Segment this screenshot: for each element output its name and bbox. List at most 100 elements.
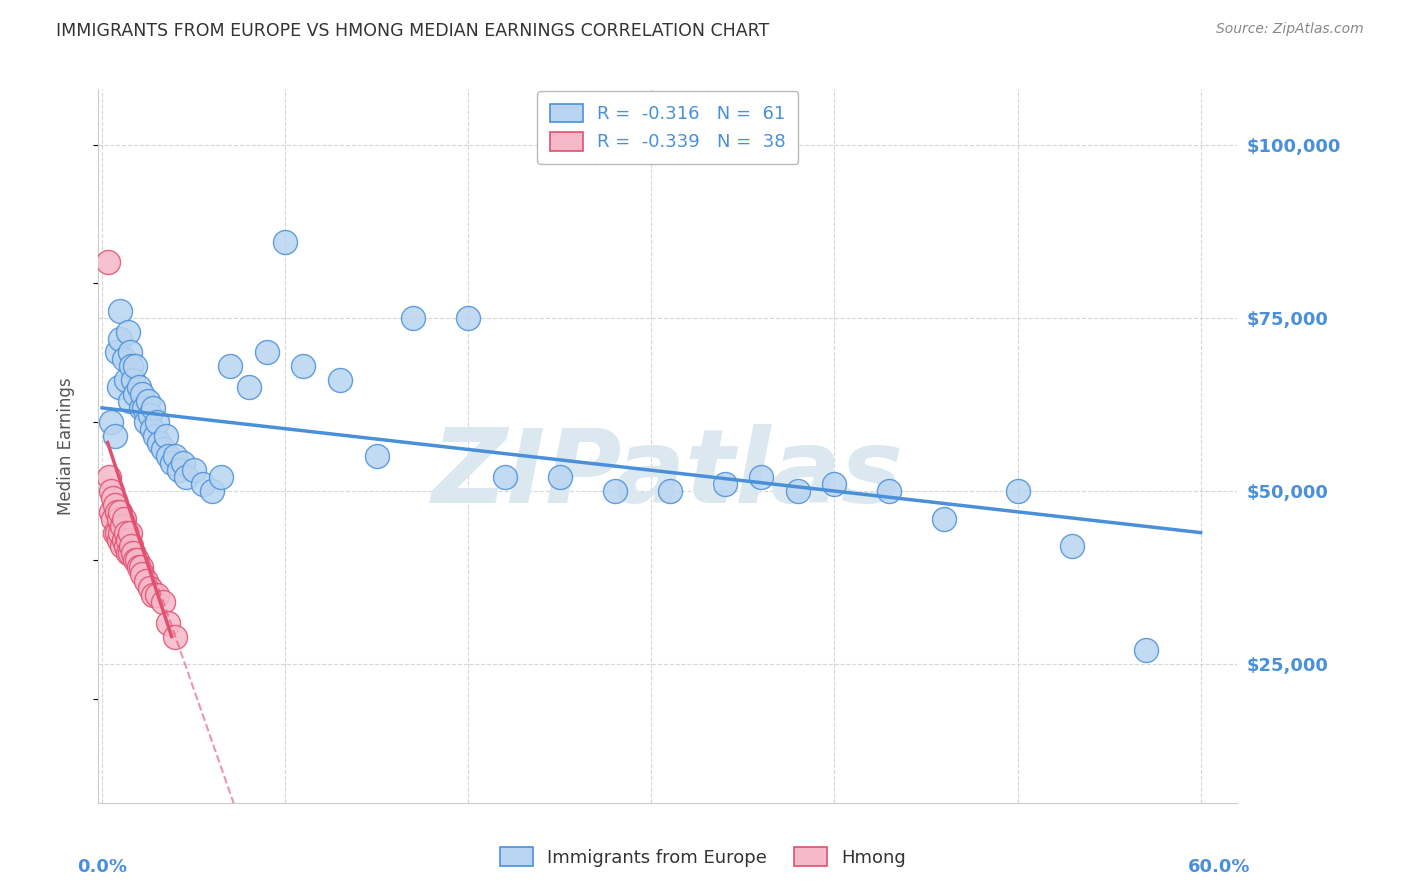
Point (112, 512, 135, 526)
Point (713, 477, 735, 491)
Point (128, 560, 150, 574)
Point (124, 553, 146, 567)
Point (120, 359, 142, 374)
Point (138, 408, 160, 422)
Point (115, 373, 138, 387)
Point (105, 525, 128, 540)
Point (934, 512, 956, 526)
Point (131, 387, 153, 401)
Point (129, 560, 152, 574)
Point (101, 512, 124, 526)
Point (111, 540, 134, 554)
Point (112, 533, 135, 547)
Point (142, 588, 165, 602)
Point (548, 470, 571, 484)
Point (146, 588, 169, 602)
Legend: R =  -0.316   N =  61, R =  -0.339   N =  38: R = -0.316 N = 61, R = -0.339 N = 38 (537, 91, 799, 164)
Point (176, 470, 198, 484)
Point (128, 380, 150, 394)
Point (110, 525, 132, 540)
Point (138, 581, 160, 595)
Text: Source: ZipAtlas.com: Source: ZipAtlas.com (1216, 22, 1364, 37)
Y-axis label: Median Earnings: Median Earnings (56, 377, 75, 515)
Point (120, 540, 142, 554)
Point (104, 498, 127, 512)
Point (97, 255, 120, 269)
Point (125, 553, 148, 567)
Point (110, 304, 132, 318)
Point (143, 428, 166, 442)
Point (603, 483, 626, 498)
Point (110, 505, 132, 519)
Point (658, 483, 681, 498)
Point (100, 415, 122, 429)
Point (107, 512, 129, 526)
Point (117, 325, 139, 339)
Point (1062, 540, 1084, 554)
Point (219, 359, 242, 374)
Point (172, 456, 194, 470)
Point (238, 380, 260, 394)
Point (167, 463, 190, 477)
Point (115, 540, 138, 554)
Point (100, 505, 122, 519)
Text: 60.0%: 60.0% (1188, 858, 1250, 876)
Point (494, 470, 516, 484)
Point (191, 477, 214, 491)
Point (141, 422, 163, 436)
Point (112, 352, 135, 367)
Point (824, 477, 846, 491)
Point (124, 359, 146, 374)
Point (100, 483, 122, 498)
Point (1135, 643, 1157, 657)
Legend: Immigrants from Europe, Hmong: Immigrants from Europe, Hmong (494, 840, 912, 874)
Point (105, 345, 128, 359)
Point (101, 491, 124, 505)
Point (129, 401, 152, 415)
Point (152, 595, 174, 609)
Point (201, 483, 224, 498)
Point (366, 450, 388, 464)
Point (183, 463, 205, 477)
Point (122, 546, 145, 560)
Point (1007, 483, 1029, 498)
Point (142, 401, 165, 415)
Point (786, 483, 808, 498)
Point (329, 373, 352, 387)
Text: IMMIGRANTS FROM EUROPE VS HMONG MEDIAN EARNINGS CORRELATION CHART: IMMIGRANTS FROM EUROPE VS HMONG MEDIAN E… (56, 22, 769, 40)
Point (156, 450, 179, 464)
Point (402, 310, 425, 325)
Point (292, 359, 315, 374)
Point (155, 428, 177, 442)
Point (879, 483, 901, 498)
Text: ZIPatlas: ZIPatlas (432, 424, 904, 525)
Point (115, 525, 138, 540)
Point (104, 428, 127, 442)
Point (148, 435, 170, 450)
Point (118, 525, 141, 540)
Point (165, 630, 187, 644)
Point (118, 394, 141, 409)
Point (134, 401, 156, 415)
Point (165, 450, 187, 464)
Point (122, 373, 145, 387)
Point (117, 533, 139, 547)
Point (118, 546, 141, 560)
Point (136, 394, 159, 409)
Point (749, 470, 772, 484)
Text: 0.0%: 0.0% (77, 858, 127, 876)
Point (160, 456, 183, 470)
Point (152, 442, 174, 457)
Point (117, 546, 139, 560)
Point (110, 332, 132, 346)
Point (256, 345, 278, 359)
Point (274, 235, 297, 249)
Point (146, 415, 169, 429)
Point (156, 615, 179, 630)
Point (209, 470, 232, 484)
Point (98, 470, 121, 484)
Point (107, 533, 129, 547)
Point (135, 415, 157, 429)
Point (124, 387, 146, 401)
Point (105, 505, 128, 519)
